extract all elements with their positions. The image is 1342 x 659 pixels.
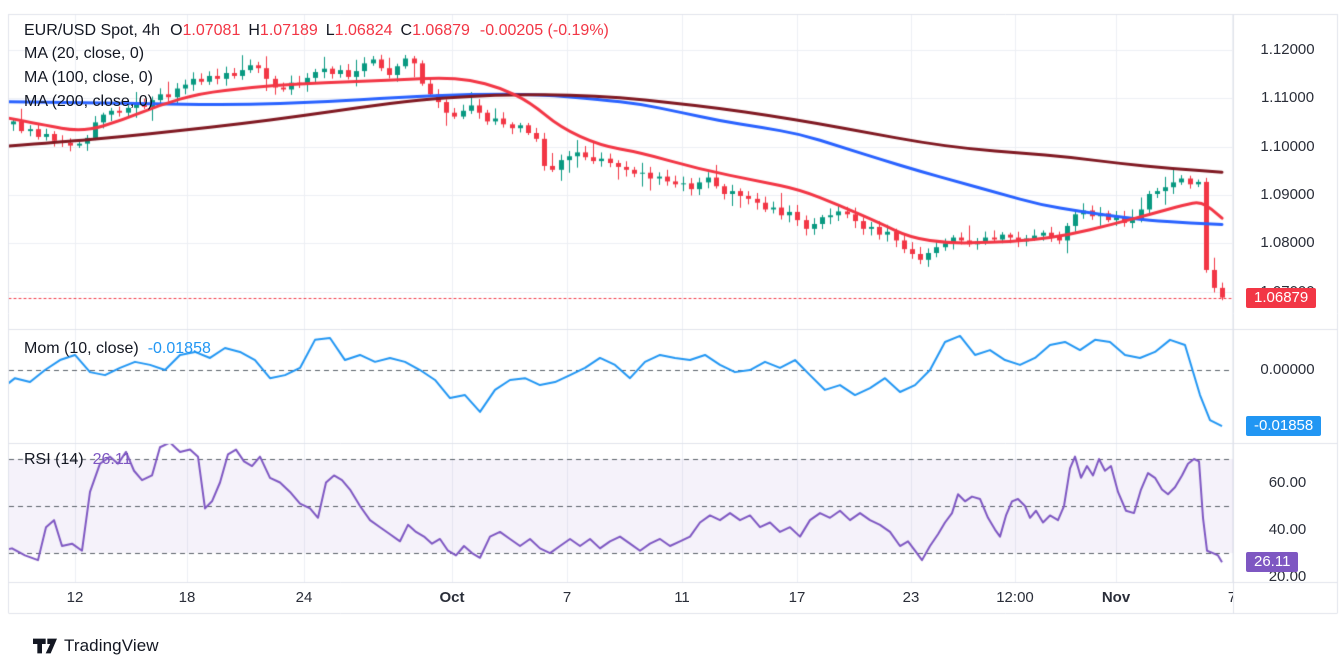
time-tick-label: 11 [674, 589, 690, 606]
time-tick-label: Oct [439, 589, 465, 606]
open-value: 1.07081 [182, 22, 241, 39]
axis-tick-label: 1.10000 [1260, 137, 1315, 155]
axis-tick-label: 40.00 [1268, 520, 1307, 538]
momentum-axis[interactable]: 0.00000 -0.01858 [1233, 329, 1342, 443]
time-tick-label: 12 [66, 589, 84, 606]
rsi-value: 26.11 [92, 451, 132, 468]
time-tick-label: Nov [1101, 589, 1131, 606]
time-tick-label: 7 [562, 589, 572, 606]
symbol-row: EUR/USD Spot, 4h O1.07081 H1.07189 L1.06824… [24, 20, 609, 42]
close-value: 1.06879 [412, 22, 470, 39]
change-value: -0.00205 (-0.19%) [479, 22, 609, 39]
legend-ma20[interactable]: MA (20, close, 0) [24, 45, 145, 62]
axis-tick-label: 1.11000 [1260, 89, 1315, 107]
axis-tick-label: 1.09000 [1260, 185, 1315, 203]
rsi-value-badge: 26.11 [1246, 552, 1299, 573]
time-axis[interactable]: 12 18 24 Oct 7 11 17 23 12:00 Nov 7 [8, 582, 1233, 613]
time-tick-label: 18 [178, 589, 196, 606]
time-tick-label: 7 [1227, 589, 1233, 606]
low-value: 1.06824 [334, 22, 393, 39]
low-label: L [325, 22, 335, 39]
rsi-label: RSI (14) [24, 451, 84, 468]
time-tick-label: 23 [902, 589, 920, 606]
momentum-legend[interactable]: Mom (10, close) -0.01858 [24, 340, 211, 358]
symbol-title[interactable]: EUR/USD Spot, 4h [24, 22, 161, 39]
close-label: C [400, 22, 413, 39]
time-tick-label: 24 [295, 589, 313, 606]
time-tick-label: 17 [788, 589, 806, 606]
momentum-label: Mom (10, close) [24, 340, 139, 357]
time-tick-label: 12:00 [996, 589, 1034, 606]
rsi-axis[interactable]: 60.00 40.00 20.00 26.11 [1233, 443, 1342, 582]
tradingview-logo[interactable]: TradingView [33, 636, 159, 656]
tradingview-logo-icon [33, 638, 57, 654]
axis-tick-label: 1.12000 [1260, 40, 1315, 58]
axis-tick-label: 60.00 [1268, 473, 1307, 491]
high-label: H [248, 22, 260, 39]
last-price-badge: 1.06879 [1246, 287, 1317, 308]
legend-ma100[interactable]: MA (100, close, 0) [24, 69, 153, 86]
open-label: O [170, 22, 183, 39]
momentum-value-badge: -0.01858 [1246, 416, 1322, 437]
rsi-legend[interactable]: RSI (14) 26.11 [24, 451, 131, 469]
tradingview-logo-text: TradingView [64, 636, 159, 655]
axis-tick-label: 0.00000 [1260, 361, 1315, 379]
chart-legend: EUR/USD Spot, 4h O1.07081 H1.07189 L1.06824… [24, 20, 609, 114]
price-axis[interactable]: 1.120001.110001.100001.090001.080001.070… [1233, 14, 1342, 329]
legend-ma200[interactable]: MA (200, close, 0) [24, 93, 153, 110]
axis-tick-label: 1.08000 [1260, 234, 1315, 252]
momentum-value: -0.01858 [147, 340, 211, 357]
high-value: 1.07189 [259, 22, 318, 39]
